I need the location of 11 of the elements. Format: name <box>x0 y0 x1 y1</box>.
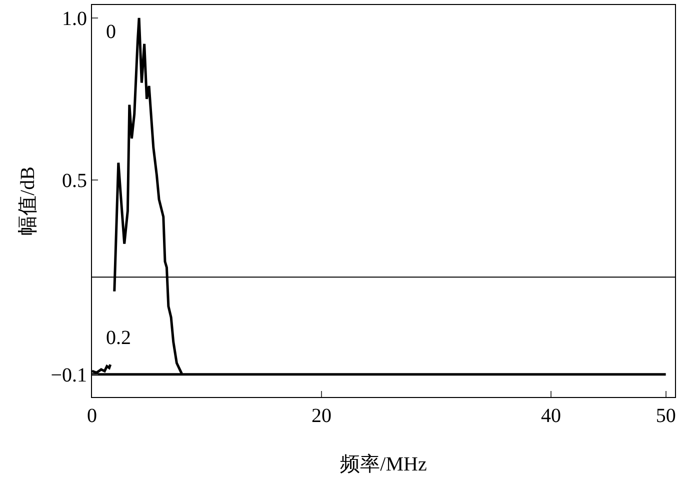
x-tick-label: 40 <box>541 405 562 427</box>
annotation: 0.2 <box>106 327 131 349</box>
x-tick-label: 0 <box>87 405 97 427</box>
annotation: 0 <box>106 21 116 43</box>
y-axis-title: 幅值/dB <box>17 166 40 236</box>
y-tick-label: 0.5 <box>62 170 87 192</box>
y-tick-label: 1.0 <box>62 8 87 30</box>
x-axis-title: 频率/MHz <box>340 454 427 476</box>
x-tick-label: 50 <box>656 405 676 427</box>
x-tick-label: 20 <box>312 405 332 427</box>
y-tick-label: −0.1 <box>50 364 87 386</box>
